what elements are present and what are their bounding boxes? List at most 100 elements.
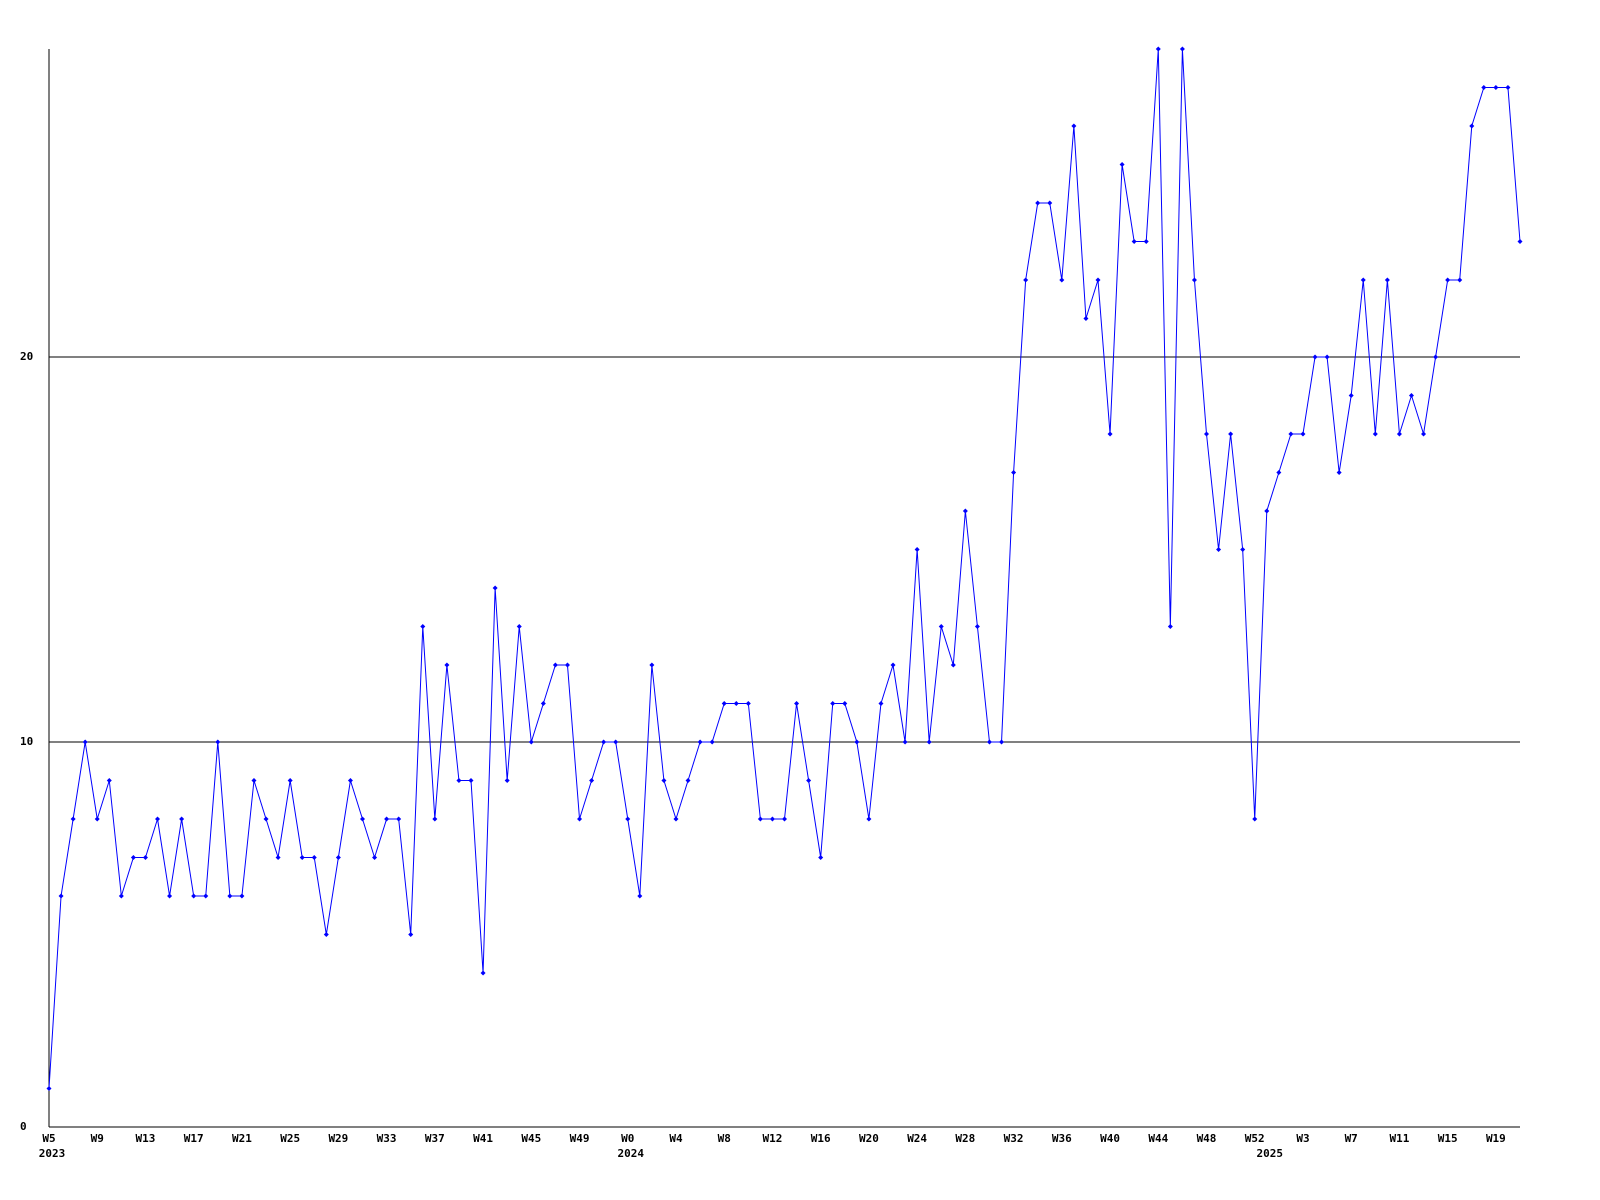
data-point (806, 778, 812, 783)
data-point (673, 816, 679, 822)
data-point (552, 662, 558, 668)
x-tick-label: W29 (328, 1132, 348, 1145)
data-point (492, 585, 498, 591)
data-point (396, 816, 402, 822)
data-point (347, 778, 353, 783)
data-point (1493, 85, 1499, 90)
data-point (769, 816, 775, 822)
data-point (359, 816, 365, 822)
data-point (239, 893, 245, 899)
data-point (1059, 277, 1065, 283)
data-point (1191, 277, 1197, 283)
data-point (142, 855, 148, 860)
data-point (902, 739, 908, 745)
data-point (564, 662, 570, 668)
x-tick-label: W12 (763, 1132, 783, 1145)
data-point (709, 739, 715, 745)
data-point (974, 624, 980, 629)
x-year-label: 2024 (618, 1147, 645, 1160)
data-point (516, 624, 522, 629)
data-point (1228, 431, 1234, 437)
data-point (1457, 277, 1463, 283)
data-point (504, 778, 510, 783)
data-point (335, 855, 341, 860)
data-point (432, 816, 438, 822)
data-point (1107, 431, 1113, 437)
x-tick-label: W4 (669, 1132, 683, 1145)
x-tick-label: W7 (1345, 1132, 1358, 1145)
data-point (1517, 239, 1523, 244)
data-point (1071, 123, 1077, 129)
data-point (528, 739, 534, 745)
data-point (986, 739, 992, 745)
data-point (1421, 431, 1427, 437)
data-point (914, 547, 920, 552)
data-point (1384, 277, 1390, 283)
data-point (215, 739, 221, 745)
data-point (926, 739, 932, 745)
data-point (287, 778, 293, 783)
data-point (1011, 470, 1017, 475)
x-tick-label: W13 (136, 1132, 156, 1145)
x-tick-label: W49 (570, 1132, 590, 1145)
data-point (962, 508, 968, 514)
x-tick-label: W15 (1438, 1132, 1458, 1145)
data-point (456, 778, 462, 783)
data-point (1264, 508, 1270, 514)
data-point (420, 624, 426, 629)
data-point (275, 855, 281, 860)
data-point (1324, 354, 1330, 360)
x-tick-label: W8 (718, 1132, 731, 1145)
x-tick-label: W20 (859, 1132, 879, 1145)
x-tick-label: W32 (1004, 1132, 1024, 1145)
data-point (878, 701, 884, 706)
data-point (1023, 277, 1029, 283)
data-point (866, 816, 872, 822)
data-point (589, 778, 595, 783)
data-point (1179, 46, 1185, 52)
data-point (733, 701, 739, 706)
data-point (649, 662, 655, 668)
data-point (1047, 200, 1053, 206)
data-point (118, 893, 124, 899)
data-point (818, 855, 824, 860)
x-tick-label: W41 (473, 1132, 493, 1145)
data-point (94, 816, 100, 822)
data-point (311, 855, 317, 860)
data-point (130, 855, 136, 860)
data-point (1300, 431, 1306, 437)
data-point (155, 816, 161, 822)
x-tick-label: W9 (91, 1132, 104, 1145)
data-point (384, 816, 390, 822)
data-point (685, 778, 691, 783)
data-point (1348, 393, 1354, 398)
data-point (1143, 239, 1149, 244)
x-tick-label: W11 (1389, 1132, 1409, 1145)
x-tick-label: W45 (521, 1132, 541, 1145)
data-point (625, 816, 631, 822)
data-point (938, 624, 944, 629)
data-point (637, 893, 643, 899)
data-point (58, 893, 64, 899)
data-point (1433, 354, 1439, 360)
data-point (1131, 239, 1137, 244)
data-point (745, 701, 751, 706)
data-point (1276, 470, 1282, 475)
x-tick-label: W33 (377, 1132, 397, 1145)
data-point (1360, 277, 1366, 283)
data-point (263, 816, 269, 822)
x-year-label: 2025 (1257, 1147, 1284, 1160)
data-point (444, 662, 450, 668)
x-tick-label: W3 (1296, 1132, 1309, 1145)
y-tick-label: 10 (20, 735, 33, 748)
x-year-label: 2023 (39, 1147, 66, 1160)
data-point (697, 739, 703, 745)
data-point (372, 855, 378, 860)
data-point (167, 893, 173, 899)
x-tick-label: W16 (811, 1132, 831, 1145)
data-point (1505, 85, 1511, 90)
data-point (323, 932, 329, 937)
data-point (1469, 123, 1475, 129)
